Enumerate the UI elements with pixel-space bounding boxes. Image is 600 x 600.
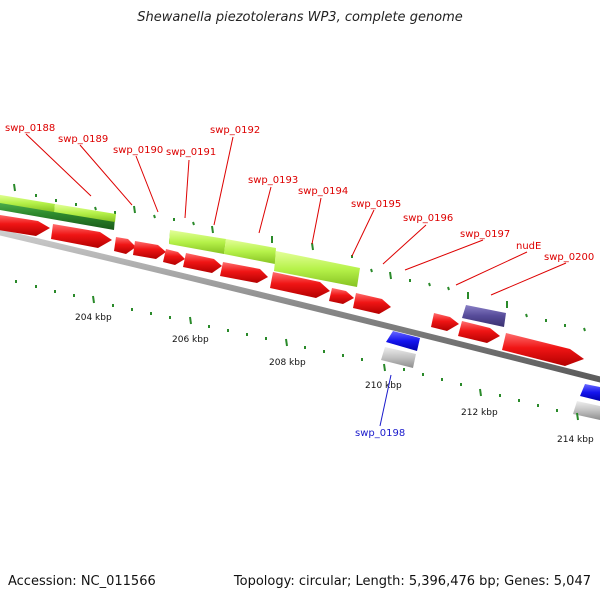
gene-label-swp_0194: swp_0194	[298, 186, 348, 197]
gene-arrow-swp_0188	[0, 214, 50, 236]
gene-arrow-swp_0193	[220, 262, 268, 283]
gene-labels: swp_0188 swp_0189 swp_0190 swp_0191 swp_…	[5, 123, 594, 439]
light-green-feature	[224, 239, 276, 264]
genome-backbone	[0, 229, 600, 383]
leader-line	[79, 144, 133, 206]
gene-label-swp_0190: swp_0190	[113, 145, 163, 156]
leader-line	[258, 186, 272, 234]
forward-genes	[0, 214, 584, 366]
gene-arrow-swp_0191b	[163, 249, 185, 265]
gene-label-swp_0196: swp_0196	[403, 213, 453, 224]
outer-tick	[153, 214, 156, 219]
inner-tick	[92, 295, 95, 304]
reverse-genes	[381, 305, 600, 420]
gene-arrow-nudE-adjacent	[458, 321, 500, 343]
gene-label-swp_0198: swp_0198	[355, 428, 405, 439]
outer-tick	[389, 271, 392, 280]
gene-arrow-swp_0194	[270, 272, 330, 298]
inner-tick	[189, 316, 192, 325]
gene-arrow-swp_0191	[133, 241, 166, 259]
leader-line	[213, 136, 234, 226]
outer-tick	[13, 183, 16, 192]
light-green-feature	[274, 251, 360, 287]
tick-label: 204 kbp	[75, 313, 112, 323]
gene-arrow-swp_0192	[183, 253, 222, 273]
outer-tick	[211, 225, 214, 234]
gene-arrow-swp_0200	[502, 333, 584, 366]
tick-label: 210 kbp	[365, 381, 402, 391]
outer-tick	[447, 286, 450, 291]
label-leader-lines	[25, 133, 567, 427]
leader-line	[184, 159, 190, 219]
gray-feature-right-edge	[573, 401, 600, 420]
leader-line	[311, 197, 322, 245]
leader-line	[25, 133, 92, 197]
gene-label-swp_0188: swp_0188	[5, 123, 55, 134]
outer-tick	[525, 313, 528, 318]
leader-line	[490, 262, 567, 296]
outer-tick	[133, 205, 136, 214]
gene-label-swp_0192: swp_0192	[210, 125, 260, 136]
gene-arrow-swp_0196	[353, 293, 391, 314]
inner-tick	[285, 338, 288, 347]
tick-label: 208 kbp	[269, 358, 306, 368]
inner-tick	[576, 412, 579, 421]
light-green-feature	[0, 194, 55, 212]
tick-label: 206 kbp	[172, 335, 209, 345]
gray-feature	[381, 347, 416, 368]
gene-label-swp_0200: swp_0200	[544, 252, 594, 263]
gene-label-swp_0195: swp_0195	[351, 199, 401, 210]
inner-tick	[479, 388, 482, 397]
inner-tick-marks	[15, 280, 579, 421]
outer-tick	[94, 206, 97, 211]
outer-tick-marks	[13, 183, 586, 332]
gene-label-swp_0193: swp_0193	[248, 175, 298, 186]
gene-label-swp_0189: swp_0189	[58, 134, 108, 145]
gene-arrow-nudE	[462, 305, 506, 327]
outer-tick	[192, 221, 195, 226]
tick-labels: 204 kbp 206 kbp 208 kbp 210 kbp 212 kbp …	[75, 313, 594, 445]
gene-arrow-swp_0189	[51, 224, 112, 248]
leader-line	[382, 224, 427, 265]
leader-line	[351, 209, 375, 257]
outer-tick	[583, 327, 586, 332]
outer-tick	[370, 268, 373, 273]
gene-label-nudE: nudE	[516, 241, 541, 252]
gene-arrow-swp_0190	[114, 237, 136, 254]
green-features	[0, 194, 360, 287]
gene-arrow-swp_0195	[329, 288, 354, 304]
outer-tick	[428, 282, 431, 287]
inner-tick	[383, 363, 386, 372]
gene-arrow-swp_0197	[431, 313, 459, 331]
outer-tick	[311, 242, 314, 251]
tick-label: 212 kbp	[461, 408, 498, 418]
tick-label: 214 kbp	[557, 435, 594, 445]
map-title: Shewanella piezotolerans WP3, complete g…	[137, 10, 463, 25]
gene-arrow-right-edge	[580, 384, 600, 401]
leader-line	[404, 239, 484, 271]
gene-arrow-swp_0198	[386, 331, 420, 351]
gene-label-swp_0197: swp_0197	[460, 229, 510, 240]
leader-line	[135, 155, 159, 213]
accession-text: Accession: NC_011566	[8, 574, 156, 589]
leader-line	[379, 374, 392, 427]
topology-text: Topology: circular; Length: 5,396,476 bp…	[233, 574, 591, 589]
gene-label-swp_0191: swp_0191	[166, 147, 216, 158]
leader-line	[455, 251, 528, 286]
light-green-feature	[54, 204, 116, 222]
light-green-feature	[169, 230, 226, 254]
